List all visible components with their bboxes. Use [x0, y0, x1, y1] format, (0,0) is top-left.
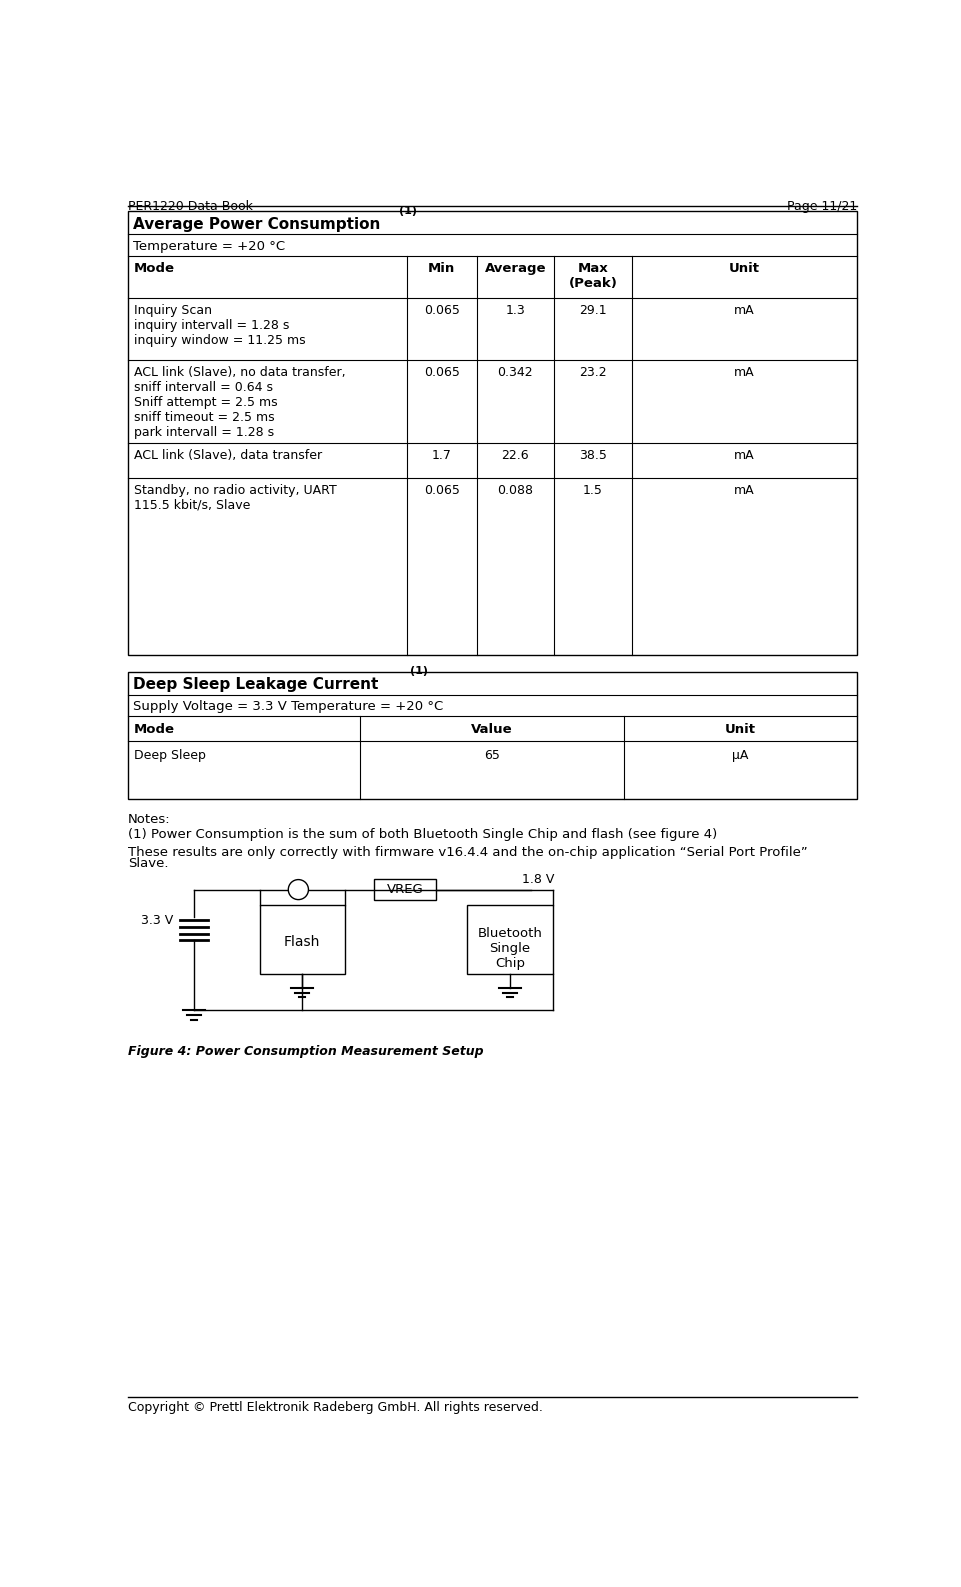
Text: PER1220 Data Book: PER1220 Data Book [128, 200, 253, 213]
Text: µA: µA [732, 749, 749, 762]
Text: Flash: Flash [284, 935, 320, 949]
Bar [128, 671, 857, 798]
Text: 1.7: 1.7 [431, 449, 452, 462]
Text: Supply Voltage = 3.3 V Temperature = +20 °C: Supply Voltage = 3.3 V Temperature = +20… [133, 700, 443, 713]
Text: Unit: Unit [725, 722, 755, 735]
Text: (1) Power Consumption is the sum of both Bluetooth Single Chip and flash (see fi: (1) Power Consumption is the sum of both… [128, 828, 717, 841]
Text: 3.3 V: 3.3 V [141, 914, 173, 927]
Text: Average Power Consumption: Average Power Consumption [133, 216, 380, 232]
Text: Notes:: Notes: [128, 813, 170, 825]
Text: VREG: VREG [387, 884, 424, 897]
Text: Deep Sleep Leakage Current: Deep Sleep Leakage Current [133, 678, 378, 692]
Text: 0.065: 0.065 [424, 305, 459, 317]
Bar [128, 211, 857, 655]
Text: Value: Value [471, 722, 513, 735]
Text: Mode: Mode [135, 262, 175, 275]
Text: mA: mA [733, 484, 754, 497]
Text: 22.6: 22.6 [502, 449, 530, 462]
Text: Average: Average [484, 262, 546, 275]
Text: Standby, no radio activity, UART
115.5 kbit/s, Slave: Standby, no radio activity, UART 115.5 k… [135, 484, 336, 513]
Text: 23.2: 23.2 [579, 367, 606, 379]
Bar [259, 905, 345, 974]
Text: Slave.: Slave. [128, 857, 168, 870]
Text: 0.088: 0.088 [498, 484, 533, 497]
Text: 65: 65 [484, 749, 500, 762]
Text: Temperature = +20 °C: Temperature = +20 °C [133, 240, 284, 252]
Text: mA: mA [733, 449, 754, 462]
Text: Max
(Peak): Max (Peak) [569, 262, 617, 290]
Text: 29.1: 29.1 [579, 305, 606, 317]
Text: 0.065: 0.065 [424, 367, 459, 379]
Bar [375, 879, 436, 900]
Text: 1.3: 1.3 [505, 305, 526, 317]
Text: 0.065: 0.065 [424, 484, 459, 497]
Text: ACL link (Slave), data transfer: ACL link (Slave), data transfer [135, 449, 322, 462]
Text: Inquiry Scan
inquiry intervall = 1.28 s
inquiry window = 11.25 ms: Inquiry Scan inquiry intervall = 1.28 s … [135, 305, 306, 348]
Text: 1.5: 1.5 [583, 484, 603, 497]
Text: Copyright © Prettl Elektronik Radeberg GmbH. All rights reserved.: Copyright © Prettl Elektronik Radeberg G… [128, 1401, 543, 1414]
Text: Bluetooth
Single
Chip: Bluetooth Single Chip [478, 927, 542, 970]
Text: Min: Min [428, 262, 456, 275]
Text: (1): (1) [410, 667, 429, 676]
Bar [467, 905, 553, 974]
Text: Page 11/21: Page 11/21 [787, 200, 857, 213]
Text: Deep Sleep: Deep Sleep [135, 749, 206, 762]
Text: mA: mA [733, 367, 754, 379]
Text: 1.8 V: 1.8 V [522, 873, 554, 886]
Text: (1): (1) [399, 205, 417, 216]
Text: Figure 4: Power Consumption Measurement Setup: Figure 4: Power Consumption Measurement … [128, 1046, 483, 1059]
Text: Unit: Unit [728, 262, 759, 275]
Text: These results are only correctly with firmware v16.4.4 and the on-chip applicati: These results are only correctly with fi… [128, 846, 807, 860]
Text: ACL link (Slave), no data transfer,
sniff intervall = 0.64 s
Sniff attempt = 2.5: ACL link (Slave), no data transfer, snif… [135, 367, 346, 440]
Text: mA: mA [733, 305, 754, 317]
Text: Mode: Mode [135, 722, 175, 735]
Circle shape [288, 879, 308, 900]
Text: 38.5: 38.5 [579, 449, 606, 462]
Text: 0.342: 0.342 [498, 367, 533, 379]
Text: A: A [294, 886, 303, 898]
